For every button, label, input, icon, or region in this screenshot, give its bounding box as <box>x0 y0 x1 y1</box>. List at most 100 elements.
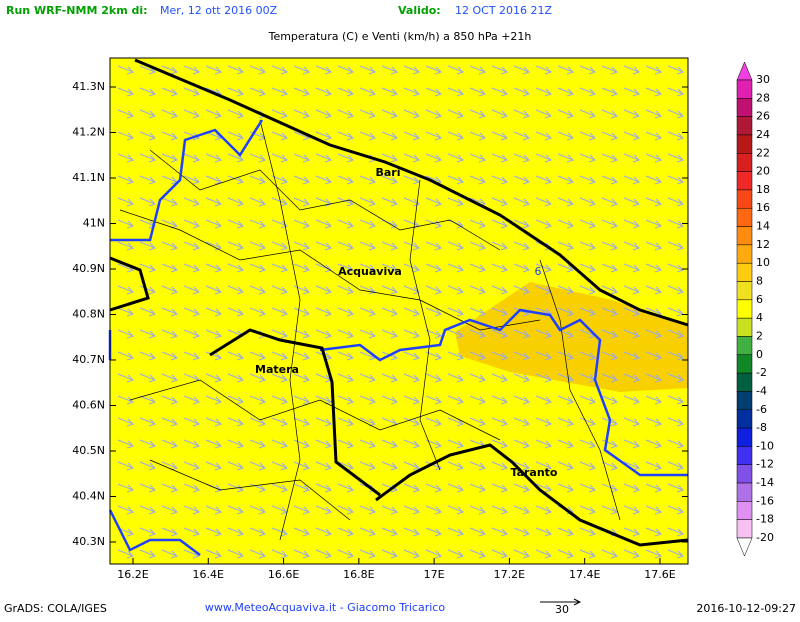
boundary <box>539 259 621 521</box>
wind-arrow <box>667 131 684 141</box>
wind-arrow <box>271 285 288 295</box>
wind-arrow <box>161 395 178 405</box>
wind-arrow <box>403 329 420 339</box>
wind-arrow <box>513 263 530 273</box>
wind-arrow <box>161 131 178 141</box>
lon-label: 17.2E <box>494 568 525 581</box>
wind-arrow <box>161 329 178 339</box>
colorbar-label: -18 <box>756 513 774 526</box>
colorbar-label: 22 <box>756 146 770 159</box>
wind-arrow <box>381 285 398 295</box>
wind-arrow <box>205 461 222 471</box>
colorbar-label: 0 <box>756 348 763 361</box>
wind-arrow <box>601 373 618 383</box>
wind-arrow <box>645 483 662 493</box>
colorbar-box <box>736 446 753 465</box>
boundaries <box>119 119 621 541</box>
wind-arrow <box>227 395 244 405</box>
wind-arrow <box>359 241 376 251</box>
wind-arrow <box>205 549 222 559</box>
wind-arrow <box>205 351 222 361</box>
wind-arrow <box>645 329 662 339</box>
wind-arrow <box>227 109 244 119</box>
colorbar-label: 4 <box>756 311 763 324</box>
valid-date: 12 OCT 2016 21Z <box>455 4 553 17</box>
wind-arrow <box>249 483 266 493</box>
wind-arrow <box>359 395 376 405</box>
wind-arrow <box>469 417 486 427</box>
wind-arrow <box>557 153 574 163</box>
wind-arrow <box>227 527 244 537</box>
wind-arrow <box>315 417 332 427</box>
wind-arrow <box>447 175 464 185</box>
wind-arrow <box>271 527 288 537</box>
colorbar-box <box>736 372 753 392</box>
wind-arrow <box>139 109 156 119</box>
wind-arrow <box>601 263 618 273</box>
wind-arrow <box>623 109 640 119</box>
wind-arrow <box>381 505 398 515</box>
wind-arrow <box>469 65 486 75</box>
wind-arrow <box>535 87 552 97</box>
wind-arrow <box>667 263 684 273</box>
wind-arrow <box>447 439 464 449</box>
wind-arrow <box>139 241 156 251</box>
wind-arrow <box>645 87 662 97</box>
wind-arrow <box>403 109 420 119</box>
wind-arrow <box>425 549 442 559</box>
wind-arrow <box>271 197 288 207</box>
wind-arrow <box>139 373 156 383</box>
wind-arrow <box>117 131 134 141</box>
wind-arrow <box>117 461 134 471</box>
wind-arrow <box>513 109 530 119</box>
wind-arrow <box>513 131 530 141</box>
wind-arrow <box>337 285 354 295</box>
wind-arrow <box>227 417 244 427</box>
wind-arrow <box>557 219 574 229</box>
wind-arrow <box>315 483 332 493</box>
wind-arrow <box>601 549 618 559</box>
wind-arrow <box>337 549 354 559</box>
wind-arrow <box>601 329 618 339</box>
wind-arrow <box>117 307 134 317</box>
wind-arrow <box>337 263 354 273</box>
wind-arrow <box>161 461 178 471</box>
wind-arrow <box>161 87 178 97</box>
wind-arrow <box>227 153 244 163</box>
wind-arrow <box>491 307 508 317</box>
wind-arrow <box>117 439 134 449</box>
wind-arrow <box>469 131 486 141</box>
wind-arrow <box>513 527 530 537</box>
wind-arrow <box>337 527 354 537</box>
wind-arrow <box>293 505 310 515</box>
wind-arrow <box>117 87 134 97</box>
wind-arrow <box>315 87 332 97</box>
lat-label: 40.5N <box>72 444 105 457</box>
wind-arrow <box>249 285 266 295</box>
wind-arrow <box>447 351 464 361</box>
wind-arrow <box>623 373 640 383</box>
wind-arrow <box>447 87 464 97</box>
wind-arrow <box>535 527 552 537</box>
wind-arrow <box>227 351 244 361</box>
wind-arrow <box>249 153 266 163</box>
wind-arrow <box>601 307 618 317</box>
wind-arrow <box>117 395 134 405</box>
wind-arrow <box>513 549 530 559</box>
wind-arrow <box>293 263 310 273</box>
colorbar-box <box>736 281 753 301</box>
wind-arrow <box>403 131 420 141</box>
wind-arrow <box>139 461 156 471</box>
wind-arrow <box>293 153 310 163</box>
wind-arrow <box>535 109 552 119</box>
wind-arrow <box>469 307 486 317</box>
lat-label: 40.8N <box>72 308 105 321</box>
wind-arrow <box>403 483 420 493</box>
wind-arrow <box>271 219 288 229</box>
wind-arrow <box>183 527 200 537</box>
coastline-adriatic <box>134 58 689 327</box>
wind-arrow <box>579 109 596 119</box>
wind-arrow <box>513 439 530 449</box>
wind-arrow <box>249 461 266 471</box>
wind-arrow <box>249 241 266 251</box>
